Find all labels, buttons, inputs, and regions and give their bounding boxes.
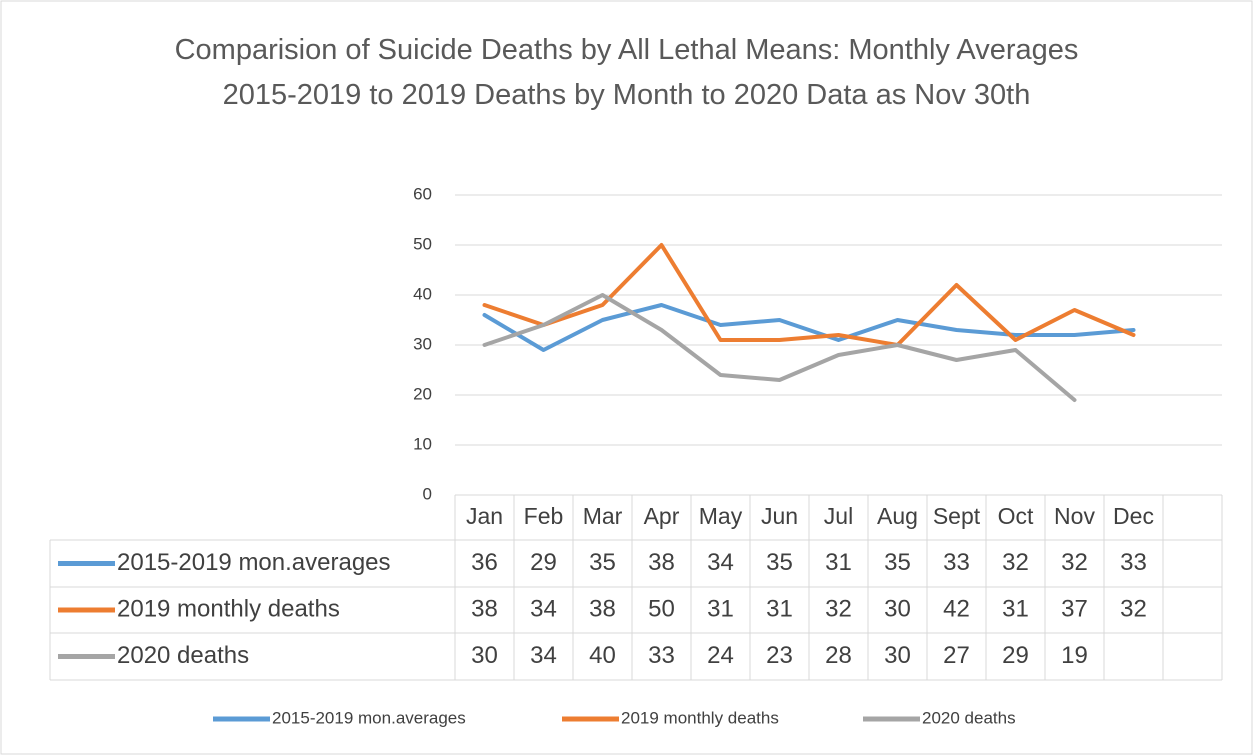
series-line — [482, 243, 1136, 347]
table-value: 19 — [1061, 642, 1088, 669]
x-tick-label: Jun — [761, 503, 798, 529]
table-value: 31 — [825, 549, 852, 576]
y-tick-label: 40 — [413, 284, 432, 303]
table-value: 50 — [648, 595, 675, 622]
table-value: 24 — [707, 642, 734, 669]
x-tick-label: Apr — [644, 503, 680, 529]
table-value: 32 — [1120, 595, 1147, 622]
table-value: 34 — [530, 642, 557, 669]
table-value: 34 — [707, 549, 734, 576]
table-value: 32 — [1061, 549, 1088, 576]
table-value: 34 — [530, 595, 557, 622]
table-value: 27 — [943, 642, 970, 669]
legend-label: 2020 deaths — [922, 708, 1016, 727]
x-tick-label: Mar — [583, 503, 623, 529]
x-tick-label: May — [699, 503, 743, 529]
y-tick-label: 0 — [423, 484, 432, 503]
table-value: 37 — [1061, 595, 1088, 622]
table-value: 31 — [1002, 595, 1029, 622]
x-tick-label: Nov — [1054, 503, 1095, 529]
table-value: 36 — [471, 549, 498, 576]
table-value: 30 — [884, 595, 911, 622]
y-tick-label: 20 — [413, 384, 432, 403]
table-value: 35 — [589, 549, 616, 576]
table-value: 35 — [884, 549, 911, 576]
table-value: 30 — [884, 642, 911, 669]
y-tick-label: 10 — [413, 434, 432, 453]
x-tick-label: Feb — [524, 503, 564, 529]
table-value: 32 — [1002, 549, 1029, 576]
x-tick-label: Sept — [933, 503, 981, 529]
x-tick-label: Jan — [466, 503, 503, 529]
y-tick-label: 60 — [413, 184, 432, 203]
table-value: 29 — [530, 549, 557, 576]
x-tick-label: Jul — [824, 503, 853, 529]
table-value: 31 — [707, 595, 734, 622]
table-value: 33 — [943, 549, 970, 576]
table-row-label: 2015-2019 mon.averages — [117, 549, 391, 576]
table-row-label: 2019 monthly deaths — [117, 595, 340, 622]
table-value: 42 — [943, 595, 970, 622]
table-value: 38 — [471, 595, 498, 622]
y-tick-label: 30 — [413, 334, 432, 353]
x-tick-label: Aug — [877, 503, 918, 529]
table-value: 35 — [766, 549, 793, 576]
series-line — [482, 293, 1077, 402]
table-value: 40 — [589, 642, 616, 669]
table-value: 38 — [648, 549, 675, 576]
y-tick-label: 50 — [413, 234, 432, 253]
x-tick-label: Dec — [1113, 503, 1154, 529]
table-value: 38 — [589, 595, 616, 622]
table-value: 28 — [825, 642, 852, 669]
table-value: 33 — [648, 642, 675, 669]
legend-label: 2019 monthly deaths — [621, 708, 779, 727]
table-value: 31 — [766, 595, 793, 622]
table-value: 29 — [1002, 642, 1029, 669]
table-row-label: 2020 deaths — [117, 642, 249, 669]
legend-label: 2015-2019 mon.averages — [272, 708, 466, 727]
table-value: 23 — [766, 642, 793, 669]
table-value: 32 — [825, 595, 852, 622]
chart-title: Comparision of Suicide Deaths by All Let… — [174, 34, 1079, 111]
table-value: 33 — [1120, 549, 1147, 576]
table-value: 30 — [471, 642, 498, 669]
x-tick-label: Oct — [998, 503, 1034, 529]
